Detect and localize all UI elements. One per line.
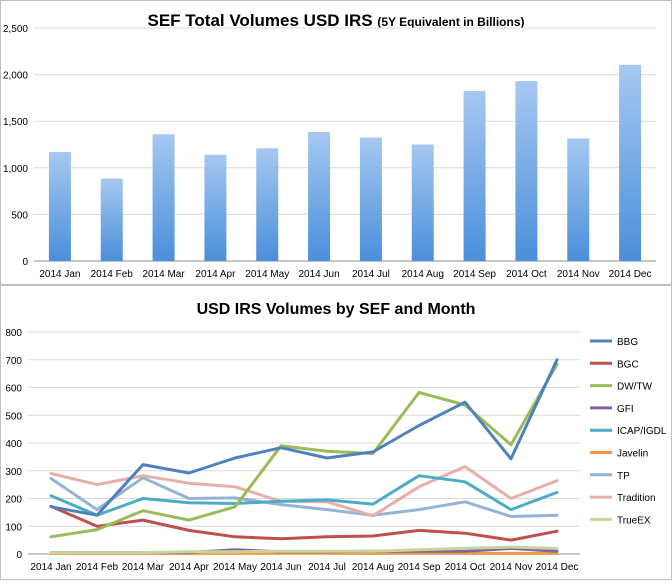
y-tick-label: 0: [22, 257, 28, 268]
y-tick-label: 100: [5, 522, 22, 533]
chart-title: SEF Total Volumes USD IRS (5Y Equivalent…: [148, 11, 525, 30]
x-tick-label: 2014 Dec: [609, 269, 652, 280]
y-tick-label: 400: [5, 439, 22, 450]
x-tick-label: 2014 Apr: [195, 269, 236, 280]
y-tick-label: 2,000: [3, 71, 28, 82]
x-tick-label: 2014 Aug: [402, 269, 444, 280]
legend-label: TP: [617, 471, 630, 482]
x-tick-label: 2014 Mar: [142, 269, 185, 280]
x-tick-label: 2014 Jul: [308, 562, 346, 573]
x-tick-label: 2014 May: [213, 562, 257, 573]
x-tick-label: 2014 Dec: [536, 562, 579, 573]
x-tick-label: 2014 Nov: [490, 562, 533, 573]
y-tick-label: 1,500: [3, 117, 28, 128]
x-tick-label: 2014 Oct: [506, 269, 547, 280]
chart-border: [0, 285, 672, 580]
y-tick-label: 2,500: [3, 24, 28, 35]
y-tick-label: 700: [5, 356, 22, 367]
series-line-trueex: [49, 545, 559, 555]
y-tick-label: 600: [5, 384, 22, 395]
series-line-icap-igdl: [49, 474, 559, 517]
bar: [100, 178, 123, 261]
volumes-by-sef-svg: USD IRS Volumes by SEF and Month 0 100 200 3…: [0, 285, 672, 580]
x-tick-label: 2014 Jun: [260, 562, 301, 573]
x-tick-label: 2014 Oct: [445, 562, 486, 573]
x-tick-label: 2014 Feb: [91, 269, 134, 280]
volumes-by-sef-chart: USD IRS Volumes by SEF and Month 0 100 200 3…: [0, 285, 672, 580]
bar: [515, 81, 538, 262]
series-line-bbg: [49, 358, 559, 517]
bar: [152, 134, 175, 261]
x-tick-label: 2014 Aug: [352, 562, 394, 573]
x-tick-label: 2014 Nov: [557, 269, 600, 280]
x-tick-label: 2014 Sep: [398, 562, 441, 573]
x-tick-label: 2014 Jul: [352, 269, 390, 280]
bar: [204, 154, 227, 261]
chart-title-note: (5Y Equivalent in Billions): [377, 15, 524, 29]
bar: [411, 144, 434, 261]
total-volumes-svg: SEF Total Volumes USD IRS (5Y Equivalent…: [0, 0, 672, 285]
legend-label: BGC: [617, 359, 639, 370]
bar: [567, 138, 590, 261]
chart-title-main: SEF Total Volumes USD IRS: [148, 11, 378, 30]
legend-label: GFI: [617, 404, 634, 415]
legend-label: Tradition: [617, 493, 656, 504]
total-volumes-chart: SEF Total Volumes USD IRS (5Y Equivalent…: [0, 0, 672, 285]
x-tick-label: 2014 Jun: [299, 269, 340, 280]
bar: [48, 151, 71, 261]
bar: [359, 137, 382, 261]
series-line-tp: [49, 476, 559, 518]
y-tick-label: 200: [5, 495, 22, 506]
bar: [308, 131, 331, 261]
x-tick-label: 2014 Feb: [76, 562, 119, 573]
bar: [256, 148, 279, 261]
x-tick-label: 2014 May: [245, 269, 289, 280]
y-tick-label: 800: [5, 328, 22, 339]
series-line-bgc: [49, 504, 559, 542]
legend-label: ICAP/IGDL: [617, 426, 667, 437]
x-tick-label: 2014 Sep: [453, 269, 496, 280]
x-tick-label: 2014 Mar: [122, 562, 165, 573]
y-tick-label: 300: [5, 467, 22, 478]
x-tick-label: 2014 Jan: [30, 562, 71, 573]
legend-label: BBG: [617, 337, 638, 348]
chart-title: USD IRS Volumes by SEF and Month: [197, 301, 476, 318]
legend-label: DW/TW: [617, 382, 653, 393]
x-tick-label: 2014 Apr: [169, 562, 210, 573]
bar: [619, 64, 642, 262]
legend-label: Javelin: [617, 449, 648, 460]
y-tick-label: 0: [16, 550, 22, 561]
y-tick-label: 1,000: [3, 164, 28, 175]
y-tick-label: 500: [5, 411, 22, 422]
y-tick-label: 500: [11, 210, 28, 221]
x-tick-label: 2014 Jan: [39, 269, 80, 280]
bar: [463, 90, 486, 261]
legend-label: TrueEX: [617, 515, 651, 526]
